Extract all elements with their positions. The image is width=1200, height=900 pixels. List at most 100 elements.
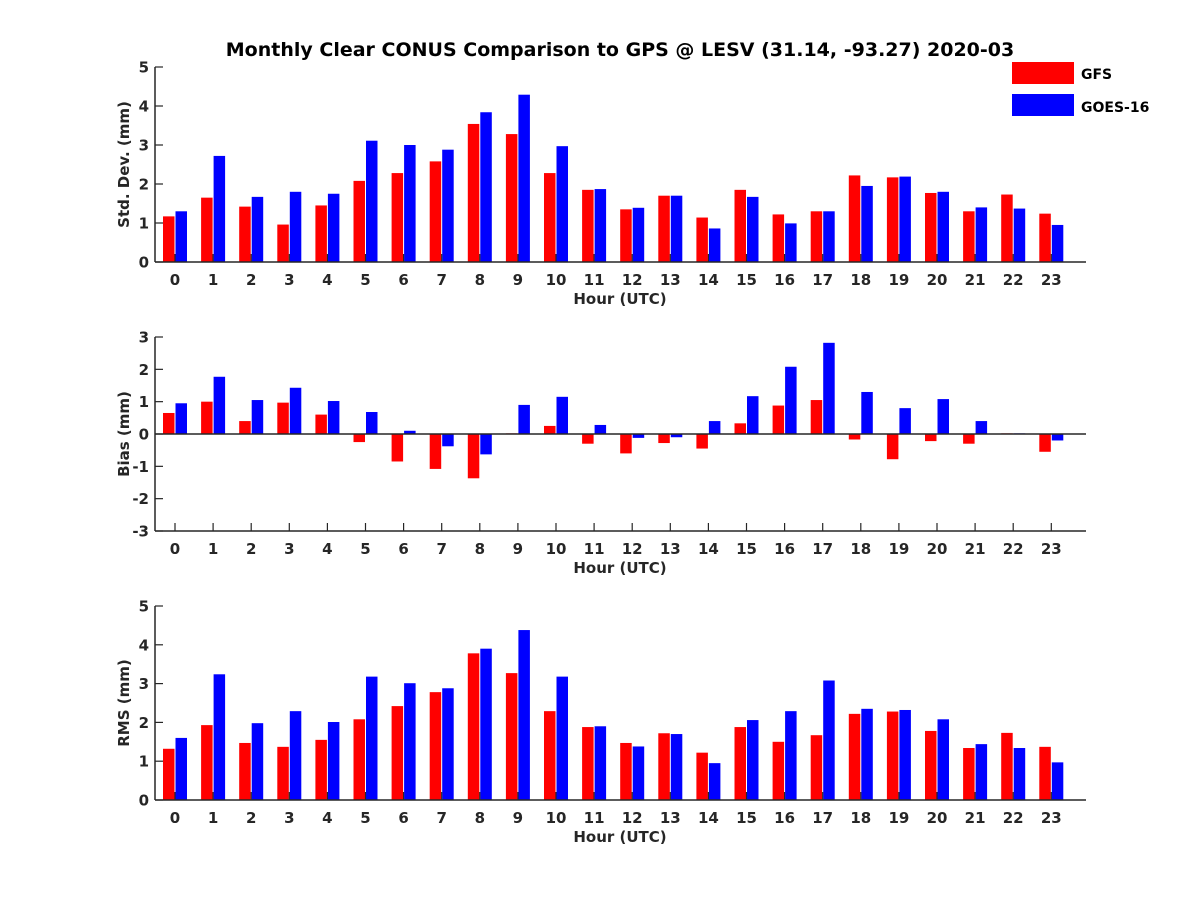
bar-p1-gfs-h0 xyxy=(163,412,175,434)
y-tick-label-p1--1: -1 xyxy=(132,458,149,476)
x-tick-label-p0-h3: 3 xyxy=(284,271,294,289)
legend-swatch-goes16 xyxy=(1012,94,1074,116)
bar-p1-gfs-h20 xyxy=(925,434,937,442)
bar-p1-gfs-h12 xyxy=(620,434,632,454)
bar-p0-gfs-h1 xyxy=(201,197,213,262)
chart-title: Monthly Clear CONUS Comparison to GPS @ … xyxy=(226,39,1014,61)
x-tick-label-p2-h21: 21 xyxy=(965,809,986,827)
bar-p1-goes16-h5 xyxy=(366,412,378,434)
y-tick-label-p1--2: -2 xyxy=(132,490,149,508)
x-tick-label-p2-h20: 20 xyxy=(927,809,948,827)
bar-p2-gfs-h6 xyxy=(391,706,404,800)
x-tick-label-p0-h5: 5 xyxy=(360,271,370,289)
bar-p2-goes16-h14 xyxy=(708,763,721,800)
bar-p2-gfs-h5 xyxy=(353,719,365,800)
bar-p2-goes16-h23 xyxy=(1051,762,1064,800)
bar-p0-gfs-h21 xyxy=(963,211,975,262)
bar-p1-gfs-h5 xyxy=(353,434,365,443)
y-axis-label-p1: Bias (mm) xyxy=(115,391,133,477)
bar-p2-gfs-h21 xyxy=(963,748,975,800)
bar-p0-goes16-h9 xyxy=(518,94,530,262)
x-tick-label-p0-h15: 15 xyxy=(736,271,757,289)
y-tick-label-p0-5: 5 xyxy=(139,59,149,77)
bar-p2-goes16-h5 xyxy=(366,676,378,800)
bar-p2-gfs-h8 xyxy=(467,653,480,800)
bar-p2-goes16-h4 xyxy=(327,722,340,800)
x-tick-label-p0-h21: 21 xyxy=(965,271,986,289)
bar-p2-goes16-h20 xyxy=(937,719,949,800)
legend-swatch-gfs xyxy=(1012,62,1074,84)
x-tick-label-p1-h23: 23 xyxy=(1041,540,1062,558)
x-tick-label-p0-h11: 11 xyxy=(584,271,605,289)
bar-p0-goes16-h11 xyxy=(594,189,607,262)
x-tick-label-p2-h23: 23 xyxy=(1041,809,1062,827)
x-tick-label-p2-h8: 8 xyxy=(475,809,485,827)
y-tick-label-p0-0: 0 xyxy=(139,254,149,272)
bar-p2-goes16-h8 xyxy=(480,648,492,800)
bar-p0-gfs-h19 xyxy=(886,177,899,262)
bar-p1-goes16-h21 xyxy=(975,421,988,434)
bar-p1-gfs-h4 xyxy=(315,414,327,434)
x-tick-label-p0-h18: 18 xyxy=(850,271,871,289)
bar-p0-goes16-h10 xyxy=(556,146,568,262)
bar-p0-goes16-h20 xyxy=(937,191,949,262)
bar-p0-goes16-h15 xyxy=(747,196,759,262)
bar-p0-gfs-h5 xyxy=(353,180,365,262)
x-tick-label-p2-h0: 0 xyxy=(170,809,180,827)
bar-p2-gfs-h10 xyxy=(544,711,556,800)
x-tick-label-p0-h14: 14 xyxy=(698,271,719,289)
bar-p0-gfs-h14 xyxy=(696,217,708,262)
bar-p2-goes16-h17 xyxy=(823,680,835,800)
bar-p2-goes16-h19 xyxy=(899,709,911,800)
bar-p0-goes16-h2 xyxy=(251,196,264,262)
x-tick-label-p2-h10: 10 xyxy=(546,809,567,827)
bar-p1-gfs-h3 xyxy=(277,402,289,434)
legend-label-goes16: GOES-16 xyxy=(1081,100,1149,116)
bar-p2-gfs-h1 xyxy=(201,725,213,800)
x-tick-label-p1-h2: 2 xyxy=(246,540,256,558)
x-tick-label-p2-h1: 1 xyxy=(208,809,218,827)
bar-p0-goes16-h0 xyxy=(175,211,187,262)
x-tick-label-p1-h18: 18 xyxy=(850,540,871,558)
bar-p1-goes16-h20 xyxy=(937,399,949,434)
bar-p1-goes16-h9 xyxy=(518,404,530,434)
y-tick-label-p1-0: 0 xyxy=(139,426,149,444)
y-tick-label-p0-1: 1 xyxy=(139,215,149,233)
bar-p0-gfs-h7 xyxy=(429,161,442,262)
x-tick-label-p0-h10: 10 xyxy=(546,271,567,289)
y-tick-label-p1-2: 2 xyxy=(139,361,149,379)
bar-p1-gfs-h18 xyxy=(848,434,861,440)
bar-p1-goes16-h16 xyxy=(785,366,797,434)
bar-p1-goes16-h19 xyxy=(899,408,911,434)
x-tick-label-p1-h16: 16 xyxy=(774,540,795,558)
x-tick-label-p2-h4: 4 xyxy=(322,809,332,827)
bar-p1-goes16-h18 xyxy=(861,391,873,434)
x-tick-label-p0-h16: 16 xyxy=(774,271,795,289)
bar-p0-gfs-h8 xyxy=(467,123,480,262)
x-tick-label-p2-h14: 14 xyxy=(698,809,719,827)
x-tick-label-p1-h1: 1 xyxy=(208,540,218,558)
bar-p2-gfs-h9 xyxy=(505,673,518,800)
bar-p1-goes16-h1 xyxy=(213,376,226,434)
bar-p1-gfs-h1 xyxy=(201,401,213,434)
legend: GFS GOES-16 xyxy=(1012,62,1149,116)
bar-p0-gfs-h11 xyxy=(582,189,594,262)
x-tick-label-p0-h19: 19 xyxy=(888,271,909,289)
bar-p2-gfs-h23 xyxy=(1039,746,1051,800)
bar-p1-gfs-h10 xyxy=(544,425,556,434)
bar-p2-gfs-h2 xyxy=(239,742,251,800)
bar-p1-goes16-h11 xyxy=(594,424,607,434)
x-tick-label-p0-h20: 20 xyxy=(927,271,948,289)
x-tick-label-p0-h4: 4 xyxy=(322,271,332,289)
bar-p1-goes16-h0 xyxy=(175,403,187,434)
bar-p0-gfs-h10 xyxy=(544,173,556,262)
bar-p0-goes16-h7 xyxy=(442,149,454,262)
x-tick-label-p1-h17: 17 xyxy=(812,540,833,558)
x-tick-label-p1-h10: 10 xyxy=(546,540,567,558)
y-axis-label-p2: RMS (mm) xyxy=(115,659,133,746)
y-tick-label-p0-2: 2 xyxy=(139,176,149,194)
x-tick-label-p1-h9: 9 xyxy=(513,540,523,558)
bar-p2-gfs-h11 xyxy=(582,727,594,800)
bar-p1-goes16-h12 xyxy=(632,434,645,438)
